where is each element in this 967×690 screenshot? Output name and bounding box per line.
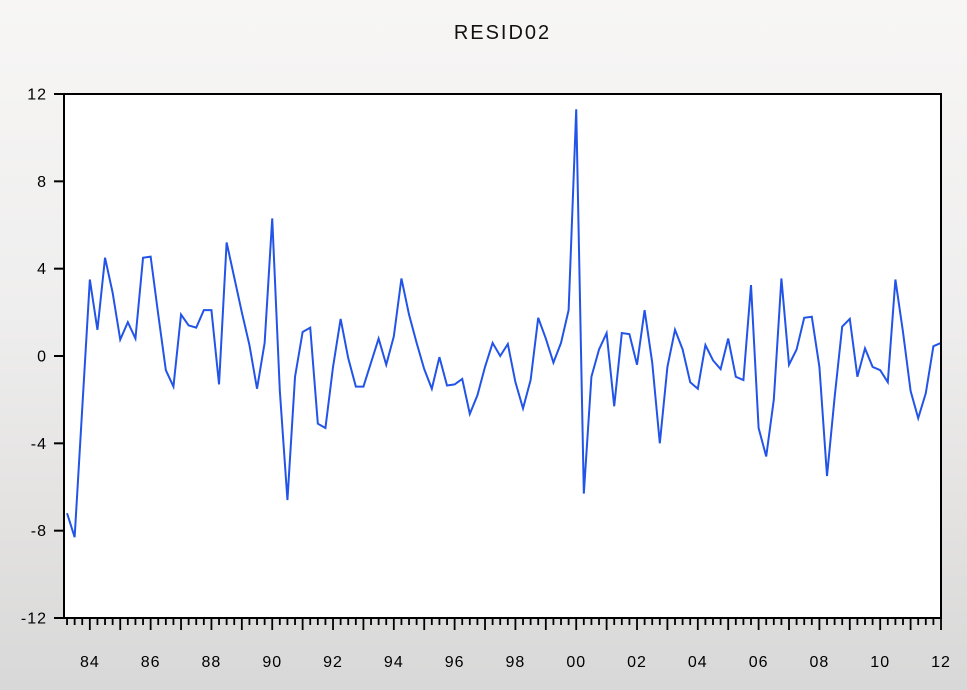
x-axis-tick-label: 10 <box>870 654 890 671</box>
y-axis-tick-label: 4 <box>37 261 47 278</box>
plot-frame <box>63 93 942 619</box>
plot-area <box>64 94 941 618</box>
chart-title: RESID02 <box>453 22 552 44</box>
y-axis-tick-label: 0 <box>37 349 47 366</box>
x-axis-tick-label: 92 <box>323 654 343 671</box>
y-axis-tick-label: -4 <box>31 436 47 453</box>
x-axis-tick-label: 12 <box>931 654 951 671</box>
x-axis-tick-label: 88 <box>202 654 222 671</box>
x-axis-tick-label: 08 <box>810 654 830 671</box>
x-axis-tick-label: 98 <box>506 654 526 671</box>
y-axis-tick-label: 12 <box>27 87 47 104</box>
x-axis-tick-label: 94 <box>384 654 404 671</box>
y-axis-tick-label: -8 <box>31 523 47 540</box>
x-axis-tick-label: 96 <box>445 654 465 671</box>
y-axis-tick-label: 8 <box>37 174 47 191</box>
x-axis-tick-label: 06 <box>749 654 769 671</box>
x-axis-tick-label: 84 <box>80 654 100 671</box>
x-axis-tick-label: 02 <box>627 654 647 671</box>
x-axis-tick-label: 04 <box>688 654 708 671</box>
y-axis-tick-label: -12 <box>21 611 47 628</box>
residual-line <box>66 109 942 538</box>
x-axis-tick-label: 00 <box>566 654 586 671</box>
x-axis-tick-label: 90 <box>262 654 282 671</box>
x-axis-tick-label: 86 <box>141 654 161 671</box>
